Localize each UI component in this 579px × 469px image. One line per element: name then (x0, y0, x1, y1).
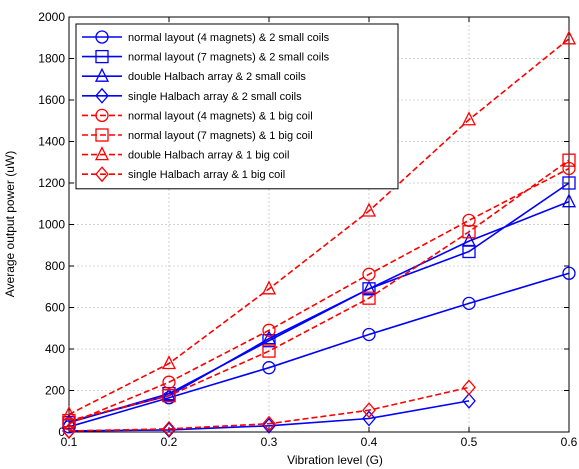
y-tick-label: 1000 (38, 218, 65, 232)
x-axis-label: Vibration level (G) (287, 453, 383, 467)
data-point (562, 153, 576, 167)
data-point (562, 161, 576, 176)
data-point (462, 392, 476, 409)
legend-item: double Halbach array & 2 small coils (82, 67, 306, 83)
x-tick-label: 0.6 (561, 435, 578, 449)
series-8 (62, 379, 476, 439)
data-point (561, 30, 577, 45)
legend-marker (95, 30, 109, 44)
data-point (361, 202, 377, 217)
series-line (68, 167, 570, 425)
data-point (262, 415, 276, 432)
data-point (361, 280, 377, 295)
plot-area: 0.1 0.2 0.3 0.4 0.5 0.6 0 200 400 600 800 1000 1200 1… (38, 10, 577, 449)
y-tick-label: 1600 (38, 93, 65, 107)
y-tick-label: 400 (45, 342, 65, 356)
series-line (68, 182, 570, 424)
legend-label: double Halbach array & 1 big coil (128, 150, 289, 162)
legend-label: single Halbach array & 1 big coil (128, 169, 285, 181)
data-point (462, 379, 476, 396)
y-tick-label: 800 (45, 259, 65, 273)
legend-label: single Halbach array & 2 small coils (128, 91, 302, 103)
data-point (261, 330, 277, 345)
data-point (362, 410, 376, 427)
x-tick-label: 0.1 (61, 435, 78, 449)
data-point (61, 405, 77, 421)
data-point (162, 421, 176, 438)
series-7 (61, 30, 577, 421)
legend-item: normal layout (7 magnets) & 2 small coil… (82, 49, 330, 64)
y-tick-label: 0 (58, 425, 65, 439)
legend-item: normal layout (7 magnets) & 1 big coil (82, 128, 313, 142)
x-tick-label: 0.5 (461, 435, 478, 449)
legend-item: single Halbach array & 2 small coils (82, 87, 302, 104)
legend: normal layout (4 magnets) & 2 small coil… (75, 23, 399, 190)
data-point (562, 176, 576, 190)
data-point (461, 111, 477, 126)
legend-item: single Halbach array & 1 big coil (82, 166, 285, 183)
y-axis-label: Average output power (uW) (3, 151, 17, 298)
legend-item: double Halbach array & 1 big coil (82, 146, 289, 162)
x-tick-label: 0.2 (161, 435, 178, 449)
data-point (261, 280, 277, 295)
y-tick-label: 2000 (38, 10, 65, 24)
data-point (461, 232, 477, 247)
legend-item: normal layout (4 magnets) & 1 big coil (82, 108, 313, 123)
legend-label: normal layout (7 magnets) & 1 big coil (128, 130, 313, 142)
y-tick-label: 1800 (38, 52, 65, 66)
legend-label: normal layout (4 magnets) & 1 big coil (128, 110, 313, 122)
data-point (262, 334, 276, 348)
x-tick-label: 0.4 (361, 435, 378, 449)
data-point (262, 361, 276, 375)
legend-label: double Halbach array & 2 small coils (128, 71, 306, 83)
series-6 (62, 153, 576, 428)
data-point (362, 291, 376, 305)
x-tick-label: 0.3 (261, 435, 278, 449)
data-point (162, 420, 176, 437)
legend-item: normal layout (4 magnets) & 2 small coil… (82, 30, 330, 44)
legend-marker (95, 166, 109, 183)
series-line (68, 159, 570, 422)
series-line (68, 386, 470, 432)
data-point (262, 417, 276, 434)
legend-label: normal layout (7 magnets) & 2 small coil… (128, 52, 330, 64)
y-tick-label: 1200 (38, 176, 65, 190)
data-point (462, 225, 476, 239)
y-tick-label: 600 (45, 301, 65, 315)
data-point (161, 387, 177, 402)
y-tick-label: 1400 (38, 135, 65, 149)
legend-marker (94, 67, 110, 82)
data-point (561, 193, 577, 208)
legend-label: normal layout (4 magnets) & 2 small coil… (128, 32, 330, 44)
data-point (362, 402, 376, 419)
data-point (62, 413, 76, 428)
data-point (362, 327, 376, 342)
data-point (62, 422, 76, 439)
data-point (262, 344, 276, 358)
series-line (68, 272, 570, 428)
legend-marker (95, 128, 109, 142)
legend-marker (95, 87, 109, 104)
legend-marker (95, 49, 109, 64)
data-point (562, 266, 576, 280)
data-point (462, 296, 476, 311)
y-tick-label: 200 (45, 384, 65, 398)
legend-marker (95, 108, 109, 123)
legend-marker (94, 146, 110, 161)
data-point (161, 355, 177, 370)
data-point (362, 267, 376, 281)
legend-box (75, 23, 399, 190)
data-point (162, 389, 176, 403)
data-point (262, 323, 276, 337)
series-line (68, 38, 570, 416)
data-point (162, 375, 176, 389)
